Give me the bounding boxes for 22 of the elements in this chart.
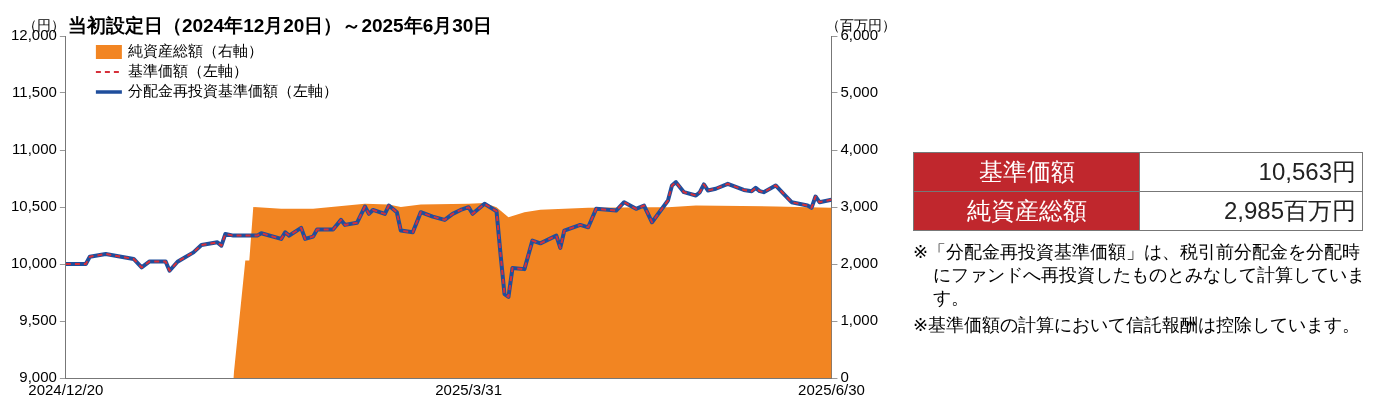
chart-title: 当初設定日（2024年12月20日）～2025年6月30日 <box>67 15 493 36</box>
x-tick-label: 2025/3/31 <box>435 381 502 399</box>
y-tick-label: 10,500 <box>10 197 57 215</box>
legend-label: 純資産総額（右軸） <box>127 42 263 60</box>
text: ※「分配金再投資基準価額」は、税引前分配金を分配時にファンドへ再投資したものとみなして計算しています。 <box>913 241 1366 310</box>
y-tick-label: 11,500 <box>12 83 57 101</box>
legend-label: 基準価額（左軸） <box>127 62 248 80</box>
category-label: 純資産総額 <box>913 191 1140 231</box>
y-tick-label: 11,000 <box>12 140 57 158</box>
category-label: 基準価額 <box>913 152 1140 192</box>
text: 2,985百万円 <box>1223 197 1356 224</box>
legend-label: 分配金再投資基準価額（左軸） <box>127 82 338 100</box>
text: 10,563円 <box>1258 158 1356 185</box>
y2-tick-label: 1,000 <box>840 311 879 329</box>
x-tick-label: 2025/6/30 <box>798 381 865 399</box>
y-tick-label: 10,000 <box>10 254 57 272</box>
y2-tick-label: 4,000 <box>840 140 879 158</box>
text: ※基準価額の計算において信託報酬は控除しています。 <box>913 314 1362 337</box>
y2-tick-label: 5,000 <box>840 83 879 101</box>
y2-tick-label: 2,000 <box>840 254 879 272</box>
y2-tick-label: 3,000 <box>840 197 879 215</box>
y-tick-label: 9,500 <box>19 311 57 329</box>
